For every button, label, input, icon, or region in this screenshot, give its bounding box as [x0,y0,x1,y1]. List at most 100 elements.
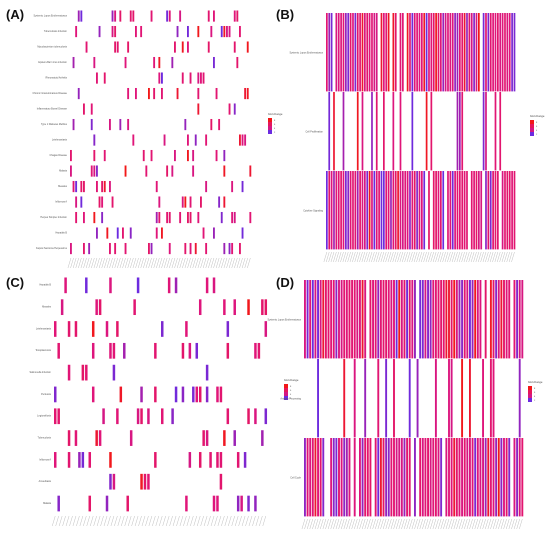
heatmap-cell [309,280,312,359]
heatmap-cell [309,438,312,517]
heatmap-cell [364,13,366,92]
heatmap-cell [343,280,346,359]
heatmap-cell [492,359,495,438]
heatmap-cell [366,13,369,92]
legend-tick-label: 8 [274,120,276,122]
column-label [75,257,79,269]
heatmap-cell [168,10,171,22]
heatmap-cell [101,211,104,224]
column-label [65,515,70,527]
legend-swatch [268,130,272,134]
heatmap-cell [387,438,390,517]
heatmap-cell [228,242,231,255]
heatmap-cell [404,171,407,250]
heatmap-cell [249,165,252,177]
heatmap-cell [429,438,432,517]
heatmap-cell [114,242,117,255]
legend: fold change 8 6 4 2 [530,114,545,136]
column-label [335,251,339,263]
heatmap-cell [361,171,364,250]
heatmap-cell [377,280,380,359]
column-label [171,257,176,269]
column-label [122,257,126,269]
heatmap-cell [67,321,71,337]
column-label [403,518,408,530]
heatmap-cell [383,92,385,171]
column-label [238,515,242,527]
heatmap-cell [197,25,200,38]
heatmap-cell [461,359,464,438]
heatmap-cell [202,227,205,239]
column-label [500,518,505,530]
heatmap-cell [109,242,111,255]
heatmap-cell [518,280,521,359]
heatmap-cell [132,10,135,22]
column-label [86,515,90,527]
heatmap-cell [440,280,443,359]
heatmap-cell [456,171,459,250]
column-label [343,518,348,530]
heatmap-cell [83,242,85,255]
heatmap-cell [101,196,104,208]
heatmap-cell [241,180,244,193]
column-label [385,518,389,530]
column-label [210,515,215,527]
column-label [487,251,491,263]
column-label [239,257,243,269]
heatmap-cell [311,280,314,359]
heatmap-cell [427,438,429,517]
column-label [131,515,135,527]
heatmap-cell [223,430,226,446]
heatmap-cell [83,103,85,115]
heatmap-cell [353,438,356,517]
column-label [76,515,80,527]
column-label [247,257,251,269]
heatmap-cell [335,171,338,250]
heatmap-cell [219,386,223,403]
column-label [516,518,520,530]
heatmap-cell [54,408,57,425]
column-label [187,257,191,269]
heatmap-cell [332,438,335,517]
heatmap-cell [254,495,257,512]
column-label [190,515,194,527]
column-label [372,518,376,530]
heatmap-cell [506,171,509,250]
heatmap-cell [158,196,161,208]
heatmap-cell [432,438,435,517]
heatmap-cell [161,408,164,425]
heatmap-cell [429,280,432,359]
heatmap-cell [359,13,361,92]
heatmap-cell [96,165,98,177]
heatmap-cell [223,242,226,255]
heatmap-cell [352,171,354,250]
heatmap-cell [489,438,492,517]
heatmap-cell [383,13,385,92]
legend-swatch [268,122,272,126]
heatmap-cell [499,13,502,92]
heatmap-cell [218,118,221,131]
heatmap-cell [90,165,93,177]
column-label [207,515,211,527]
heatmap-cell [353,359,356,438]
heatmap-cell [223,165,226,177]
column-label [127,257,131,269]
heatmap-cell [129,10,132,22]
heatmap-cell [124,242,127,255]
heatmap-cell [236,452,240,468]
heatmap-cell [398,280,401,359]
heatmap-cell [485,92,487,171]
heatmap-cell [119,118,122,131]
heatmap-cell [411,92,414,171]
heatmap-cell [368,171,371,250]
heatmap-cell [161,227,163,239]
column-label [217,515,222,527]
heatmap-cell [75,180,78,193]
heatmap-cell [333,92,335,171]
heatmap-cell [416,171,418,250]
column-label [196,515,201,527]
heatmap-cell [233,430,236,446]
panel-d: (D) Systemic Lupus Erythematosus Antigen P… [268,275,543,530]
column-label [352,251,356,263]
heatmap-cell [326,171,328,250]
